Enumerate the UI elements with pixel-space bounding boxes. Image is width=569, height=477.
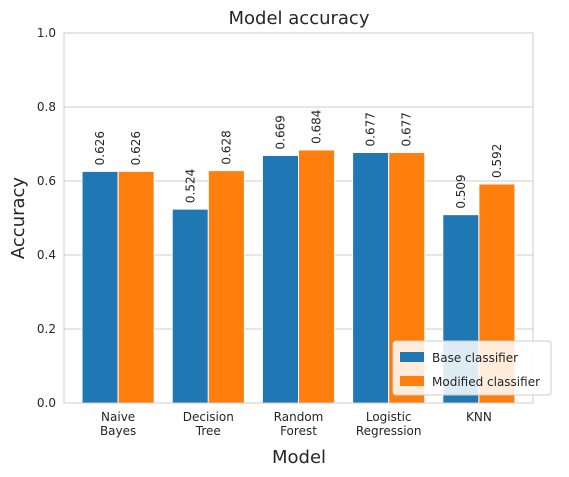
bar-modified-0	[117, 170, 155, 404]
bar-base-0	[81, 170, 119, 404]
bar-modified-1	[207, 170, 245, 404]
legend-swatch-base	[400, 352, 424, 362]
bar-base-2	[261, 154, 299, 404]
x-tick-label: Random Forest	[274, 410, 324, 438]
data-label: 0.524	[183, 169, 197, 203]
y-tick-label: 0.8	[37, 100, 56, 114]
chart-title: Model accuracy	[229, 8, 370, 29]
plot-area-frame	[63, 32, 534, 404]
legend-label-modified: Modified classifier	[432, 375, 540, 389]
data-label: 0.669	[273, 115, 287, 149]
data-label: 0.684	[310, 110, 324, 144]
legend-box	[392, 340, 552, 396]
data-label: 0.592	[490, 144, 504, 178]
data-label: 0.677	[400, 112, 414, 146]
x-tick-labels: Naive Bayes Decision Tree Random Forest Logist…	[100, 410, 492, 438]
y-axis-title: Accuracy	[8, 177, 29, 260]
bar-base-1	[171, 208, 209, 404]
bar-modified-2	[298, 149, 336, 404]
data-label: 0.628	[219, 130, 233, 164]
y-tick-label: 0.2	[37, 322, 56, 336]
data-label: 0.509	[454, 174, 468, 208]
legend-swatch-modified	[400, 376, 424, 386]
data-label: 0.626	[93, 131, 107, 165]
y-tick-label: 0.0	[37, 396, 56, 410]
data-label: 0.677	[364, 112, 378, 146]
y-tick-label: 1.0	[37, 26, 56, 40]
x-tick-label: Decision Tree	[183, 410, 234, 438]
data-labels: 0.626 0.524 0.669 0.677 0.509 0.626 0.628 0.684…	[93, 110, 504, 209]
x-tick-label: KNN	[466, 410, 492, 424]
x-axis-title: Model	[272, 447, 326, 468]
legend: Base classifier Modified classifier	[392, 340, 552, 396]
y-tick-labels: 0.0 0.2 0.4 0.6 0.8 1.0	[37, 26, 56, 410]
x-tick-label: Logistic Regression	[356, 410, 422, 438]
data-label: 0.626	[129, 131, 143, 165]
legend-label-base: Base classifier	[432, 351, 518, 365]
y-tick-label: 0.6	[37, 174, 56, 188]
x-tick-label: Naive Bayes	[100, 410, 136, 438]
y-tick-label: 0.4	[37, 248, 56, 262]
bar-base-3	[352, 152, 390, 404]
